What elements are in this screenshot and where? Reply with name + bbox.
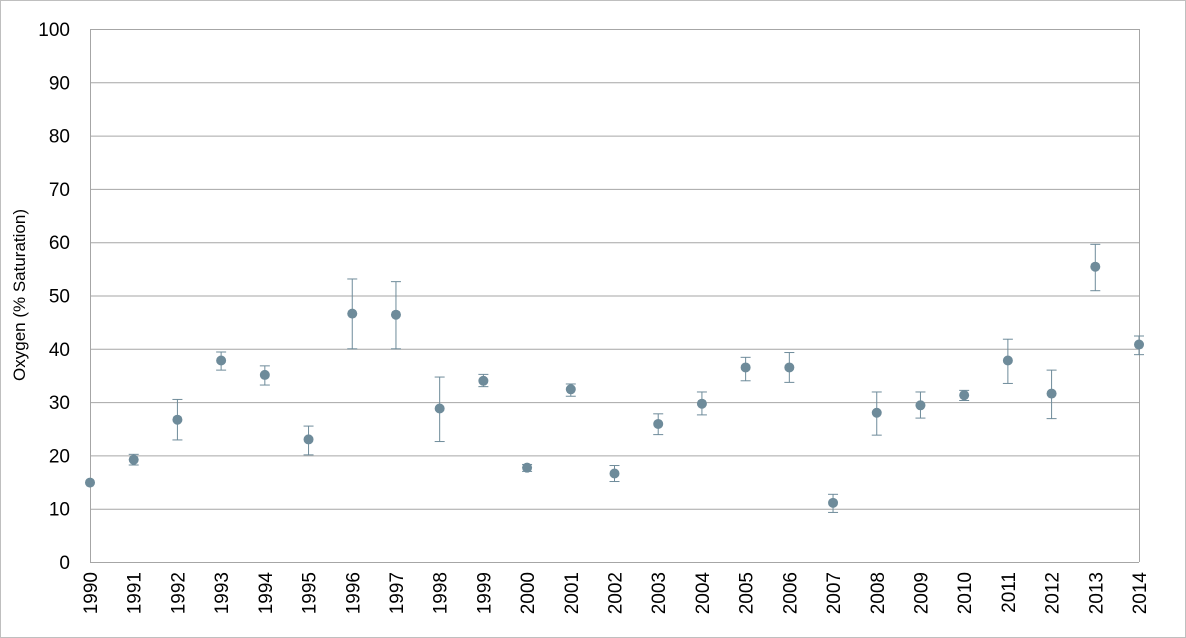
data-point [871, 407, 882, 418]
x-tick-label: 2005 [737, 572, 758, 614]
x-tick-label: 2010 [955, 572, 976, 614]
y-tick-label: 20 [49, 446, 70, 467]
data-point [784, 362, 795, 373]
x-tick-label: 2014 [1130, 572, 1151, 615]
x-tick-labels: 1990 1991 1992 1993 1994 1995 1996 1997 1998 1999… [81, 572, 1151, 615]
y-tick-label: 10 [49, 500, 70, 521]
data-point [915, 400, 926, 411]
x-tick-label: 2006 [780, 572, 801, 614]
data-point [696, 398, 707, 409]
x-tick-label: 1998 [431, 572, 452, 614]
gridlines [90, 29, 1140, 563]
error-bars [128, 243, 1144, 513]
data-point [347, 308, 358, 319]
x-tick-label: 2000 [518, 572, 539, 614]
y-tick-label: 0 [59, 553, 70, 574]
data-point [1002, 355, 1013, 366]
x-tick-label: 2011 [999, 572, 1020, 613]
y-tick-label: 30 [49, 393, 70, 414]
x-tick-label: 2004 [693, 572, 714, 615]
x-tick-label: 1993 [212, 572, 233, 614]
data-point [653, 418, 664, 429]
data-point [303, 434, 314, 445]
data-point [1090, 261, 1101, 272]
x-tick-label: 1992 [168, 572, 189, 614]
x-tick-label: 1994 [256, 572, 277, 615]
data-point [828, 497, 839, 508]
data-point [522, 462, 533, 473]
x-tick-label: 2007 [824, 572, 845, 614]
y-axis-title: Oxygen (% Saturation) [10, 209, 29, 381]
y-tick-label: 60 [49, 233, 70, 254]
x-tick-label: 1991 [125, 572, 146, 614]
data-point [216, 355, 227, 366]
data-point [85, 477, 95, 488]
x-tick-label: 2002 [606, 572, 627, 614]
x-tick-label: 2008 [868, 572, 889, 614]
data-point [478, 375, 489, 386]
y-tick-label: 40 [49, 340, 70, 361]
x-tick-label: 1997 [387, 572, 408, 614]
x-tick-label: 1996 [343, 572, 364, 614]
data-point [740, 362, 751, 373]
x-tick-label: 1995 [300, 572, 321, 614]
x-tick-label: 2012 [1043, 572, 1064, 614]
data-point [565, 384, 576, 395]
y-tick-label: 50 [49, 287, 70, 308]
x-tick-label: 2003 [649, 572, 670, 614]
data-point [1134, 339, 1144, 350]
data-point [259, 369, 270, 380]
x-tick-label: 2013 [1086, 572, 1107, 614]
y-tick-labels: 0 10 20 30 40 50 60 70 80 90 100 [38, 20, 70, 574]
x-tick-label: 1990 [81, 572, 102, 614]
data-points [85, 261, 1144, 508]
y-tick-label: 90 [49, 73, 70, 94]
y-tick-label: 70 [49, 180, 70, 201]
data-point [434, 403, 445, 414]
data-point [959, 390, 970, 401]
y-tick-label: 100 [38, 20, 70, 41]
x-tick-label: 2001 [562, 572, 583, 614]
x-tick-label: 1999 [474, 572, 495, 614]
data-point [609, 468, 620, 479]
data-point [172, 414, 183, 425]
y-tick-label: 80 [49, 127, 70, 148]
data-point [390, 309, 401, 320]
data-point [128, 454, 139, 465]
x-tick-label: 2009 [911, 572, 932, 614]
data-point [1046, 388, 1057, 399]
